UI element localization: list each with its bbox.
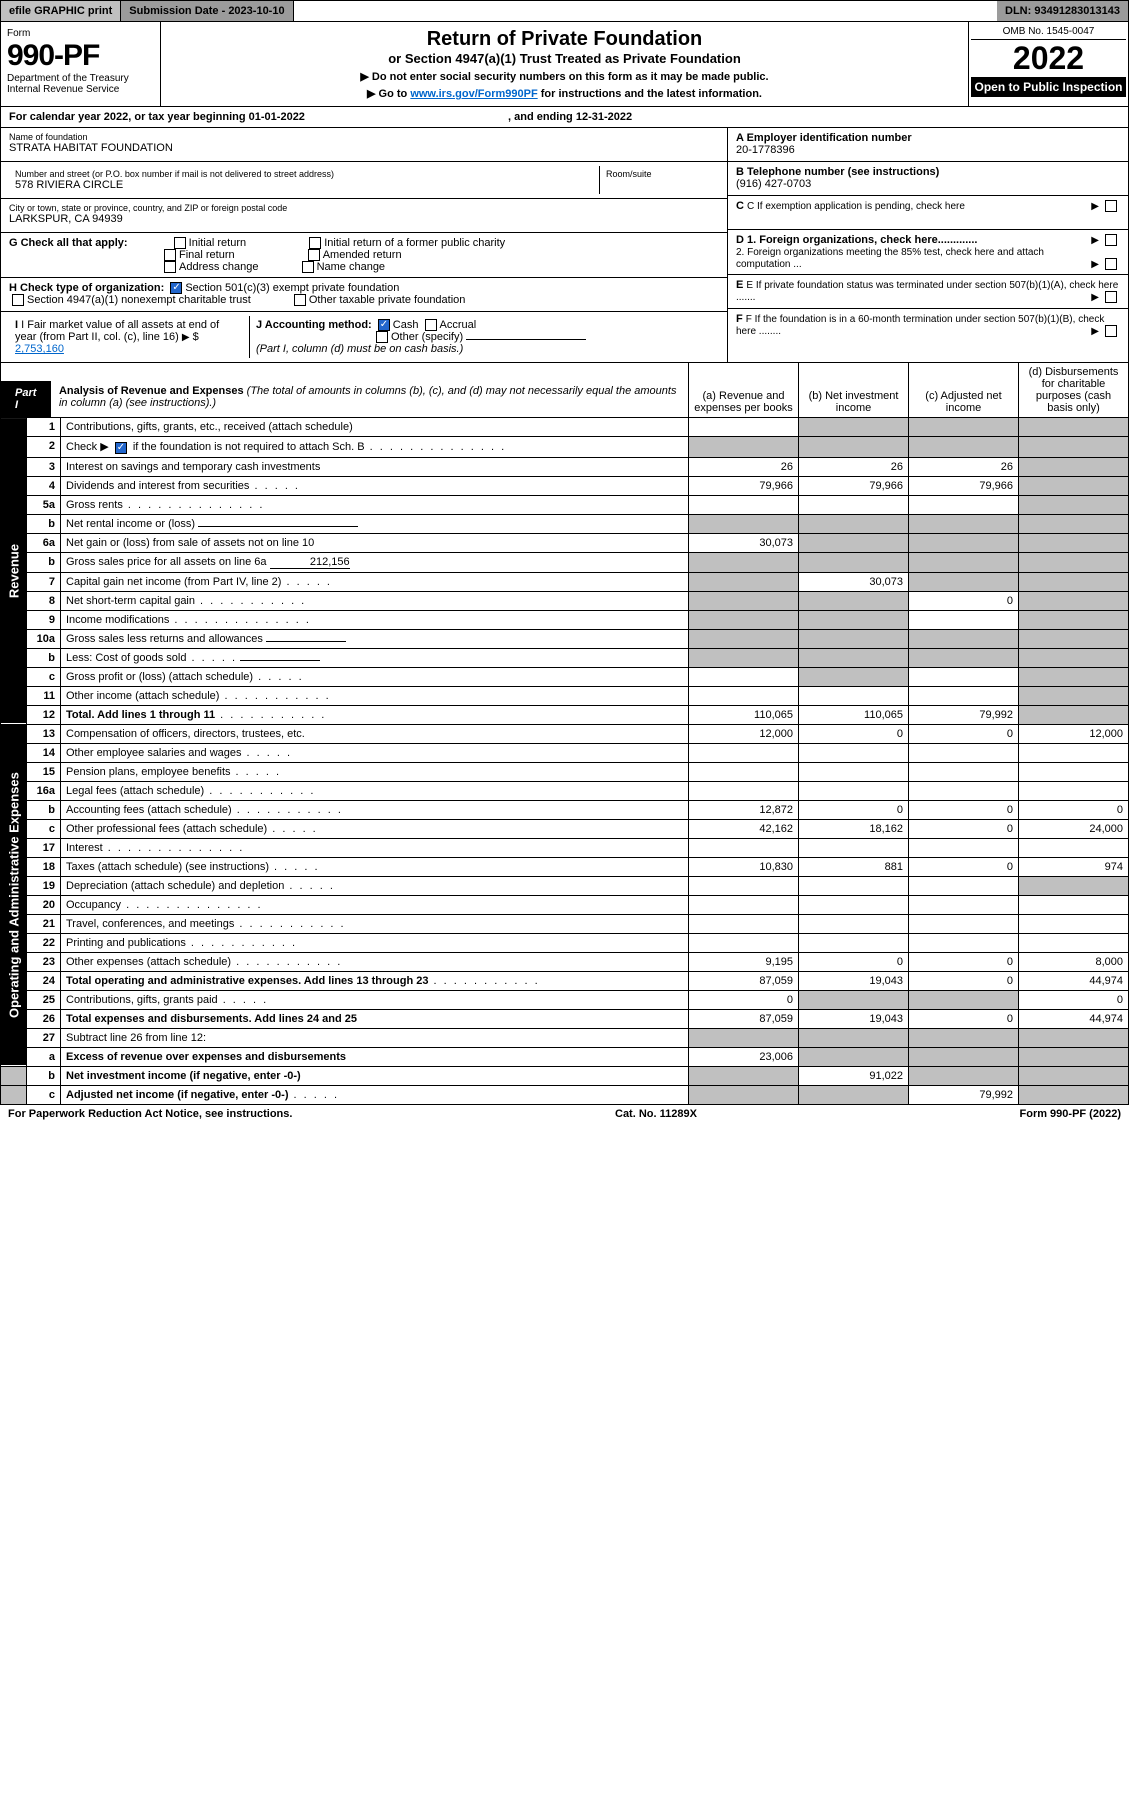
address-row: Number and street (or P.O. box number if… <box>1 162 727 199</box>
form-number: 990-PF <box>7 39 154 73</box>
dept-line2: Internal Revenue Service <box>7 84 154 95</box>
info-grid: Name of foundation STRATA HABITAT FOUNDA… <box>0 128 1129 362</box>
section-ij: I I Fair market value of all assets at e… <box>1 312 727 362</box>
col-a-header: (a) Revenue and expenses per books <box>689 363 799 418</box>
chk-initial-former[interactable] <box>309 237 321 249</box>
chk-accrual[interactable] <box>425 319 437 331</box>
section-c: C C If exemption application is pending,… <box>728 196 1128 230</box>
ein-row: A Employer identification number 20-1778… <box>728 128 1128 162</box>
open-public: Open to Public Inspection <box>971 77 1126 97</box>
dept-line1: Department of the Treasury <box>7 73 154 84</box>
section-h: H Check type of organization: Section 50… <box>1 278 727 312</box>
chk-initial[interactable] <box>174 237 186 249</box>
cat-number: Cat. No. 11289X <box>615 1108 697 1120</box>
chk-cash[interactable] <box>378 319 390 331</box>
col-c-header: (c) Adjusted net income <box>909 363 1019 418</box>
section-d: D 1. Foreign organizations, check here..… <box>728 230 1128 275</box>
info-right: A Employer identification number 20-1778… <box>728 128 1128 362</box>
chk-other-method[interactable] <box>376 331 388 343</box>
col-d-header: (d) Disbursements for charitable purpose… <box>1019 363 1129 418</box>
fmv-link[interactable]: 2,753,160 <box>15 343 64 355</box>
section-f: F F If the foundation is in a 60-month t… <box>728 309 1128 343</box>
part-label: Part I <box>1 381 51 417</box>
main-title: Return of Private Foundation <box>167 28 962 51</box>
calendar-year-row: For calendar year 2022, or tax year begi… <box>0 107 1129 128</box>
instr-2: ▶ Go to www.irs.gov/Form990PF for instru… <box>167 87 962 100</box>
section-g: G Check all that apply: Initial return I… <box>1 233 727 278</box>
chk-f[interactable] <box>1105 325 1117 337</box>
form-header: Form 990-PF Department of the Treasury I… <box>0 22 1129 107</box>
telephone-row: B Telephone number (see instructions) (9… <box>728 162 1128 196</box>
chk-501c3[interactable] <box>170 282 182 294</box>
col-b-header: (b) Net investment income <box>799 363 909 418</box>
chk-d1[interactable] <box>1105 234 1117 246</box>
ein-value: 20-1778396 <box>736 144 795 156</box>
chk-name-change[interactable] <box>302 261 314 273</box>
foundation-name-row: Name of foundation STRATA HABITAT FOUNDA… <box>1 128 727 162</box>
form-label: Form <box>7 28 154 39</box>
form-number-cell: Form 990-PF Department of the Treasury I… <box>1 22 161 106</box>
city-row: City or town, state or province, country… <box>1 199 727 233</box>
chk-final[interactable] <box>164 249 176 261</box>
submission-date: Submission Date - 2023-10-10 <box>121 1 293 21</box>
omb-number: OMB No. 1545-0047 <box>971 24 1126 40</box>
pra-notice: For Paperwork Reduction Act Notice, see … <box>8 1108 292 1120</box>
year-cell: OMB No. 1545-0047 2022 Open to Public In… <box>968 22 1128 106</box>
title-cell: Return of Private Foundation or Section … <box>161 22 968 106</box>
form-footer: Form 990-PF (2022) <box>1020 1108 1121 1120</box>
footer: For Paperwork Reduction Act Notice, see … <box>0 1105 1129 1123</box>
top-bar: efile GRAPHIC print Submission Date - 20… <box>0 0 1129 22</box>
chk-e[interactable] <box>1105 291 1117 303</box>
tax-year: 2022 <box>971 40 1126 77</box>
chk-c[interactable] <box>1105 200 1117 212</box>
chk-sch-b[interactable] <box>115 442 127 454</box>
chk-d2[interactable] <box>1105 258 1117 270</box>
chk-other-taxable[interactable] <box>294 294 306 306</box>
tel-value: (916) 427-0703 <box>736 178 811 190</box>
subtitle: or Section 4947(a)(1) Trust Treated as P… <box>167 51 962 66</box>
chk-4947[interactable] <box>12 294 24 306</box>
info-left: Name of foundation STRATA HABITAT FOUNDA… <box>1 128 728 362</box>
expenses-side-label: Operating and Administrative Expenses <box>1 724 27 1066</box>
chk-amended[interactable] <box>308 249 320 261</box>
foundation-name: STRATA HABITAT FOUNDATION <box>9 142 719 154</box>
form-link[interactable]: www.irs.gov/Form990PF <box>410 88 537 100</box>
analysis-table: Part I Analysis of Revenue and Expenses … <box>0 362 1129 1104</box>
city-state-zip: LARKSPUR, CA 94939 <box>9 213 719 225</box>
section-e: E E If private foundation status was ter… <box>728 275 1128 309</box>
efile-label: efile GRAPHIC print <box>1 1 121 21</box>
street-address: 578 RIVIERA CIRCLE <box>15 179 593 191</box>
dln-label: DLN: 93491283013143 <box>997 1 1128 21</box>
revenue-side-label: Revenue <box>1 418 27 724</box>
chk-addr-change[interactable] <box>164 261 176 273</box>
instr-1: ▶ Do not enter social security numbers o… <box>167 70 962 83</box>
